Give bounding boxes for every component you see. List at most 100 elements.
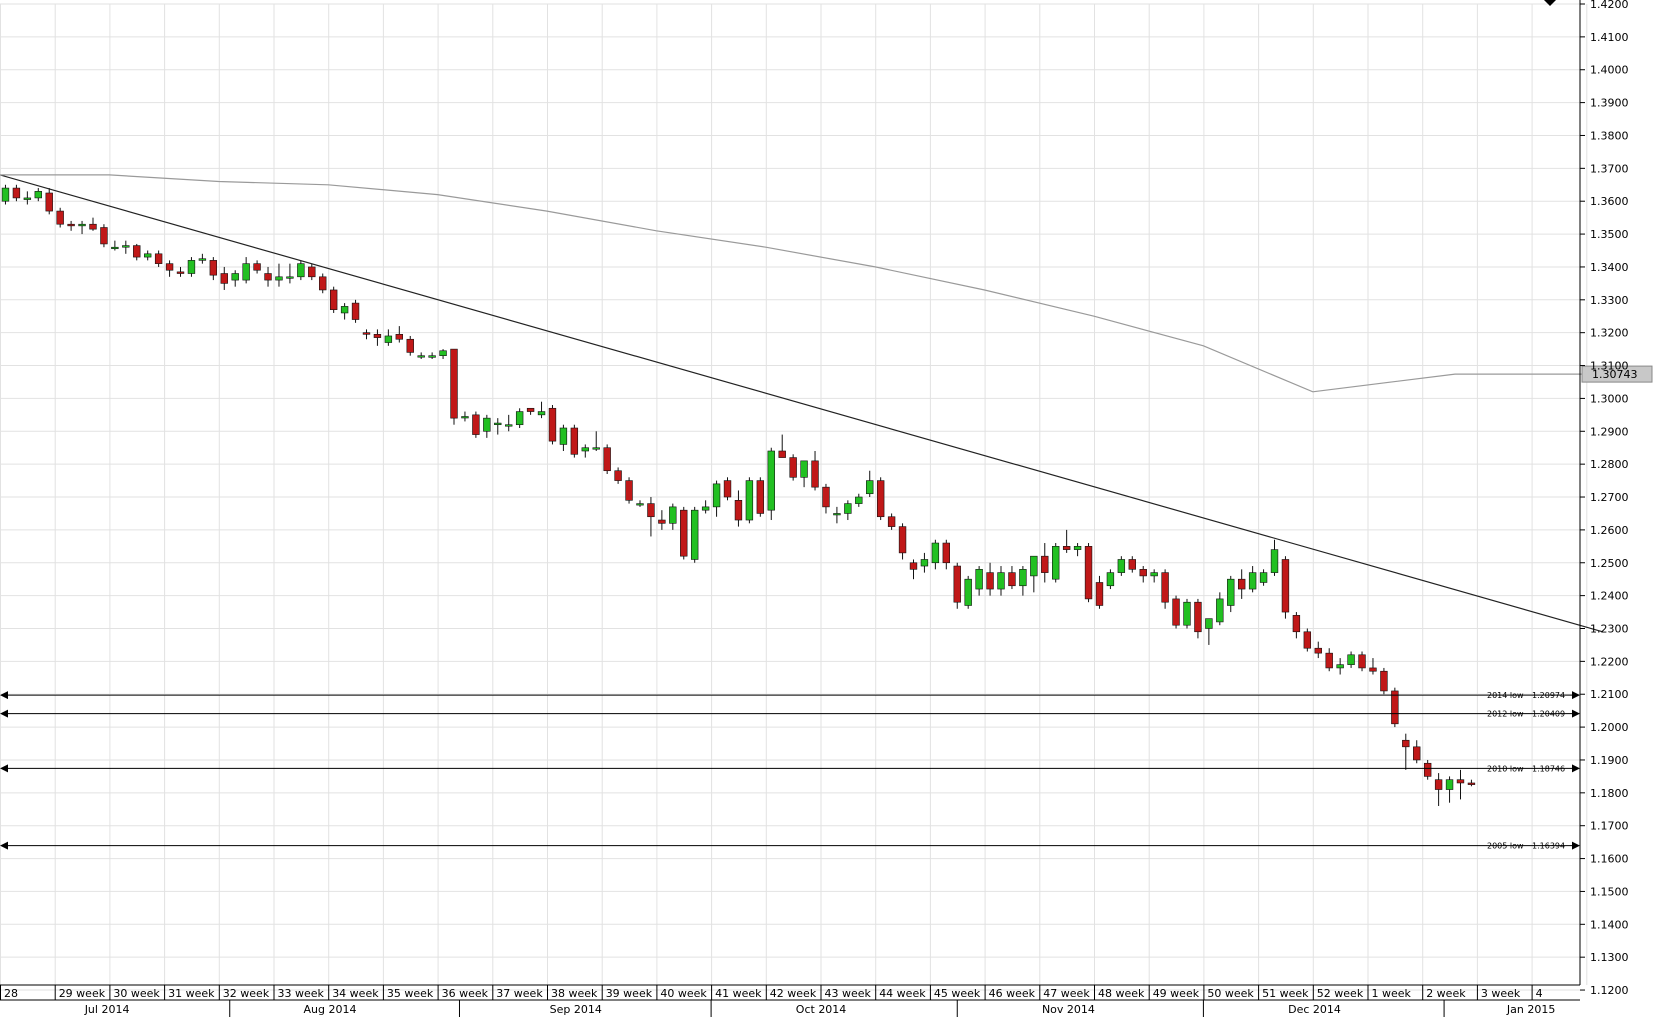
candle-down: [165, 263, 174, 271]
candle-down: [56, 210, 64, 225]
week-label: 29 week: [59, 987, 106, 1000]
week-label: 30 week: [113, 987, 160, 1000]
candle-up: [1, 187, 10, 202]
candle-up: [931, 542, 940, 564]
candle-down: [1128, 559, 1136, 570]
candle-up: [1445, 779, 1454, 790]
candle-down: [811, 460, 819, 488]
level-name-label: 2010 low: [1487, 764, 1524, 773]
candle-up: [975, 569, 983, 590]
arrow-left-icon: [0, 764, 8, 773]
candle-up: [1052, 546, 1060, 580]
arrow-left-icon: [0, 691, 8, 700]
candle-up: [187, 260, 196, 274]
week-label: 49 week: [1153, 987, 1200, 1000]
candle-down: [100, 227, 108, 245]
grid: [0, 3, 1588, 991]
arrow-right-icon: [1572, 709, 1580, 718]
candle-up: [636, 503, 644, 506]
level-value-label: 1.20974: [1532, 691, 1565, 700]
candle-up: [712, 483, 721, 508]
candle-down: [308, 266, 316, 278]
level-name-label: 2012 low: [1487, 710, 1524, 719]
week-label: 38 week: [551, 987, 598, 1000]
y-tick-label: 1.2100: [1590, 688, 1629, 701]
candle-up: [537, 411, 546, 416]
candle-down: [647, 503, 655, 518]
y-tick-label: 1.1400: [1590, 918, 1629, 931]
week-label: 34 week: [332, 987, 379, 1000]
y-tick-label: 1.3500: [1590, 228, 1629, 241]
candle-down: [1281, 559, 1290, 613]
level-value-label: 1.16394: [1532, 842, 1565, 851]
candle-down: [887, 516, 896, 527]
candle-up: [1259, 572, 1268, 583]
week-label: 46 week: [989, 987, 1036, 1000]
candle-down: [734, 500, 743, 521]
level-value-label: 1.18746: [1532, 764, 1565, 773]
y-tick-label: 1.1900: [1590, 754, 1629, 767]
candle-up: [1270, 549, 1279, 573]
candle-down: [1358, 654, 1366, 669]
candle-up: [483, 417, 491, 432]
candle-up: [669, 506, 677, 524]
candle-up: [866, 480, 874, 495]
candle-down: [723, 480, 732, 498]
week-label: 4: [1536, 987, 1543, 1000]
month-label: Nov 2014: [1042, 1003, 1095, 1016]
y-tick-label: 1.1300: [1590, 951, 1629, 964]
candle-down: [45, 192, 53, 212]
candle-down: [898, 526, 907, 554]
candle-down: [253, 263, 261, 271]
candle-up: [844, 503, 852, 514]
week-label: 32 week: [223, 987, 270, 1000]
y-tick-label: 1.4000: [1590, 64, 1629, 77]
month-label: Oct 2014: [796, 1003, 847, 1016]
candle-up: [701, 506, 710, 511]
y-tick-label: 1.1700: [1590, 820, 1629, 833]
candle-down: [1084, 546, 1093, 600]
candle-down: [1041, 555, 1049, 573]
candle-down: [1237, 578, 1246, 590]
candle-up: [505, 424, 513, 427]
candle-up: [1227, 578, 1235, 606]
week-label: 39 week: [606, 987, 653, 1000]
candle-up: [592, 447, 600, 450]
y-tick-label: 1.2000: [1590, 721, 1629, 734]
candle-down: [1391, 690, 1399, 725]
candle-down: [942, 542, 951, 564]
candle-down: [1062, 546, 1071, 550]
week-label: 28: [4, 987, 18, 1000]
y-tick-label: 1.2900: [1590, 425, 1629, 438]
candle-down: [1467, 782, 1476, 785]
y-tick-label: 1.4100: [1590, 31, 1629, 44]
week-label: 36 week: [442, 987, 489, 1000]
week-label: 33 week: [278, 987, 325, 1000]
week-label: 40 week: [660, 987, 707, 1000]
candle-down: [1303, 631, 1312, 649]
candle-down: [220, 273, 228, 284]
candle-down: [1456, 779, 1465, 784]
candle-up: [439, 350, 447, 356]
candle-up: [198, 258, 207, 261]
week-label: 52 week: [1317, 987, 1364, 1000]
week-label: 41 week: [715, 987, 762, 1000]
y-tick-label: 1.2500: [1590, 557, 1629, 570]
candle-up: [384, 335, 393, 343]
candle-down: [680, 509, 688, 557]
candle-up: [833, 513, 841, 516]
week-label: 48 week: [1098, 987, 1145, 1000]
week-label: 37 week: [496, 987, 543, 1000]
candle-up: [997, 572, 1005, 590]
candle-down: [450, 348, 458, 419]
candle-down: [176, 271, 185, 274]
y-tick-label: 1.1600: [1590, 853, 1629, 866]
y-tick-label: 1.3900: [1590, 97, 1629, 110]
y-tick-label: 1.2600: [1590, 524, 1629, 537]
candle-down: [526, 407, 535, 412]
candle-up: [745, 480, 754, 521]
candle-down: [789, 457, 797, 478]
y-tick-label: 1.3100: [1590, 360, 1629, 373]
candle-down: [548, 407, 557, 442]
candle-down: [756, 480, 765, 514]
